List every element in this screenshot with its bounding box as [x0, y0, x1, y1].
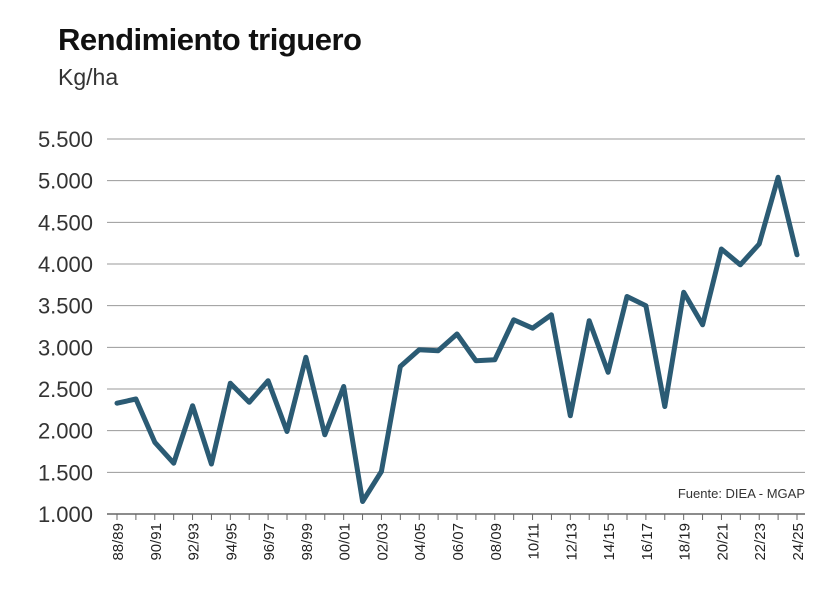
data-point	[114, 400, 120, 406]
x-tick-label: 00/01	[337, 523, 354, 561]
data-point	[284, 429, 290, 434]
y-tick-label: 2.500	[38, 377, 93, 402]
x-tick-label: 20/21	[714, 523, 731, 561]
data-point	[700, 322, 705, 328]
data-point	[454, 331, 460, 337]
data-point	[605, 370, 611, 375]
data-point	[794, 252, 800, 258]
data-point	[568, 413, 573, 418]
y-tick-label: 5.000	[38, 169, 93, 194]
gridlines	[107, 138, 805, 515]
data-point	[587, 318, 592, 323]
data-point	[360, 499, 365, 504]
data-point	[530, 325, 535, 331]
data-point	[643, 303, 649, 308]
data-point	[379, 469, 384, 474]
x-tick-label: 16/17	[639, 523, 656, 561]
y-tick-label: 4.500	[38, 210, 93, 235]
data-point	[190, 403, 195, 408]
data-point	[738, 262, 743, 268]
x-tick-label: 22/23	[752, 523, 769, 561]
data-point	[662, 404, 667, 409]
data-point	[624, 294, 630, 299]
y-tick-label: 3.000	[38, 335, 93, 360]
x-tick-label: 92/93	[186, 523, 203, 561]
data-point	[133, 396, 139, 402]
data-point	[228, 380, 233, 386]
series-group	[114, 174, 800, 504]
data-point	[417, 347, 422, 353]
x-tick-label: 96/97	[261, 523, 278, 561]
data-point	[549, 312, 554, 318]
chart-title: Rendimiento triguero	[58, 22, 362, 57]
y-tick-label: 3.500	[38, 294, 93, 319]
x-tick-label: 02/03	[374, 523, 391, 561]
y-tick-label: 5.500	[38, 127, 93, 152]
data-point	[341, 384, 346, 389]
source-annotation: Fuente: DIEA - MGAP	[678, 486, 805, 501]
data-point	[511, 317, 516, 323]
data-point	[171, 460, 176, 466]
x-tick-label: 88/89	[110, 523, 127, 561]
y-axis-unit-label: Kg/ha	[58, 64, 119, 90]
x-tick-label: 08/09	[488, 523, 505, 561]
x-tick-label: 10/11	[526, 523, 543, 559]
data-point	[435, 348, 441, 353]
data-point	[152, 440, 157, 445]
x-tick-label: 98/99	[299, 523, 316, 561]
y-tick-label: 1.500	[38, 460, 93, 485]
data-point	[265, 378, 271, 383]
data-point	[492, 357, 497, 363]
data-point	[681, 290, 686, 295]
y-axis-ticks: 1.000 1.500 2.000 2.500 3.000 3.500 4.000 4.500…	[38, 127, 93, 527]
data-point	[719, 246, 724, 252]
y-tick-label: 2.000	[38, 419, 93, 444]
data-point	[398, 364, 403, 369]
x-axis-ticks: 88/89 90/91 92/93 94/95 96/97 98/99 00/01 02/03…	[110, 514, 807, 561]
x-tick-label: 18/19	[677, 523, 694, 561]
series-line	[114, 174, 800, 504]
data-point	[303, 355, 309, 360]
x-tick-label: 12/13	[563, 523, 580, 561]
data-point	[247, 400, 252, 405]
x-tick-label: 90/91	[148, 523, 165, 561]
x-tick-label: 04/05	[412, 523, 429, 561]
data-point	[473, 358, 479, 363]
x-tick-label: 06/07	[450, 523, 467, 561]
y-tick-label: 4.000	[38, 252, 93, 277]
data-point	[209, 461, 214, 467]
x-tick-label: 24/25	[790, 523, 807, 561]
y-tick-label: 1.000	[38, 502, 93, 527]
x-tick-label: 14/15	[601, 523, 618, 561]
data-point	[322, 432, 327, 438]
data-point	[757, 241, 762, 247]
data-point	[775, 175, 781, 180]
x-tick-label: 94/95	[223, 523, 240, 561]
